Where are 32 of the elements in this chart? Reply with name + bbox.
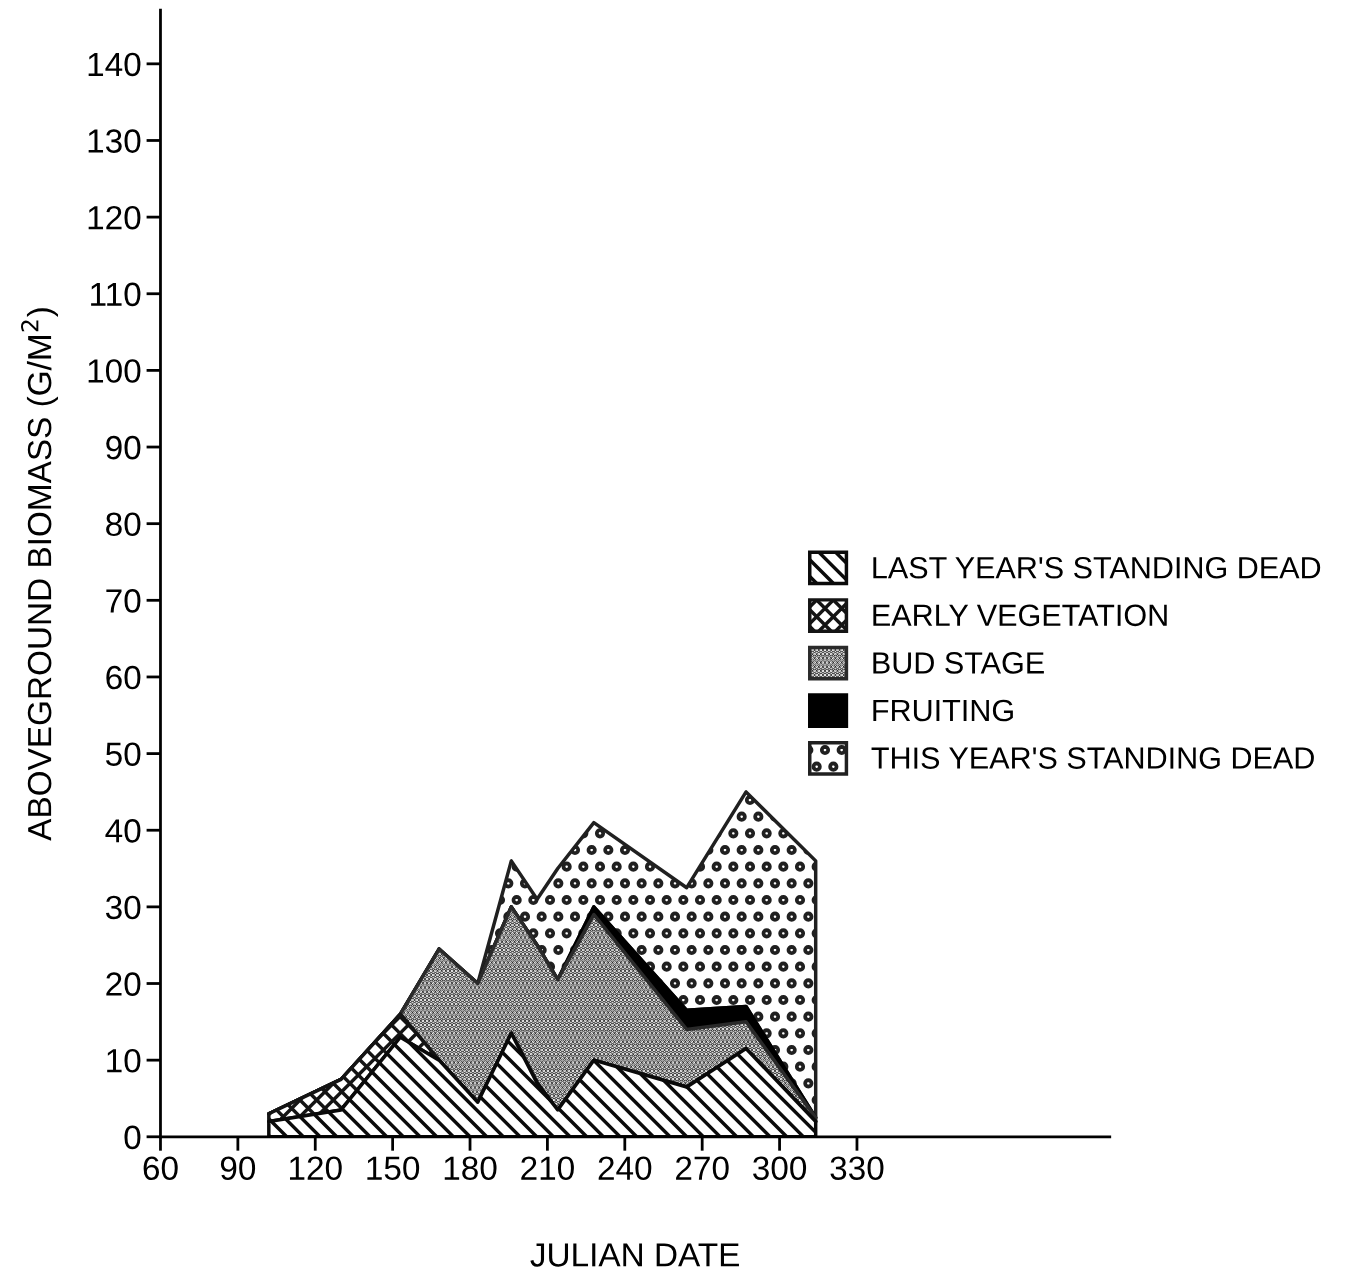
x-axis-title: JULIAN DATE xyxy=(530,1243,739,1267)
y-tick-label: 90 xyxy=(106,435,141,460)
y-tick-label: 100 xyxy=(88,359,141,383)
x-tick-label: 210 xyxy=(521,1156,574,1181)
x-tick-label: 180 xyxy=(444,1156,497,1181)
y-axis-title: ABOVEGROUND BIOMASS (G/M$^{2}$) xyxy=(21,308,58,841)
y-tick-label: 0 xyxy=(124,1125,141,1150)
y-tick-label: 40 xyxy=(105,819,141,843)
y-tick-label: 130 xyxy=(88,129,141,153)
x-tick-label: 150 xyxy=(367,1156,420,1181)
x-tick-label: 240 xyxy=(598,1156,652,1181)
legend-label: LAST YEAR'S STANDING DEAD xyxy=(873,556,1321,579)
x-tick-label: 270 xyxy=(676,1156,729,1181)
y-tick-label: 30 xyxy=(105,895,141,920)
y-tick-label: 120 xyxy=(88,205,141,230)
y-tick-label: 20 xyxy=(106,972,141,996)
y-tick-label: 70 xyxy=(106,589,141,613)
y-tick-label: 10 xyxy=(107,1048,141,1073)
legend-label: FRUITING xyxy=(873,699,1013,722)
y-tick-label: 110 xyxy=(91,282,141,307)
x-tick-label: 300 xyxy=(753,1156,807,1181)
y-tick-label: 80 xyxy=(106,512,141,537)
x-tick-label: 120 xyxy=(289,1156,342,1181)
y-tick-label: 140 xyxy=(88,52,141,77)
y-tick-label: 50 xyxy=(105,742,141,766)
legend-label: EARLY VEGETATION xyxy=(873,604,1167,627)
legend-label: THIS YEAR'S STANDING DEAD xyxy=(871,747,1314,769)
x-tick-label: 330 xyxy=(830,1156,884,1181)
x-tick-label: 90 xyxy=(220,1156,256,1181)
x-tick-label: 60 xyxy=(143,1156,178,1181)
legend-label: BUD STAGE xyxy=(873,652,1044,674)
y-tick-label: 60 xyxy=(106,665,141,690)
